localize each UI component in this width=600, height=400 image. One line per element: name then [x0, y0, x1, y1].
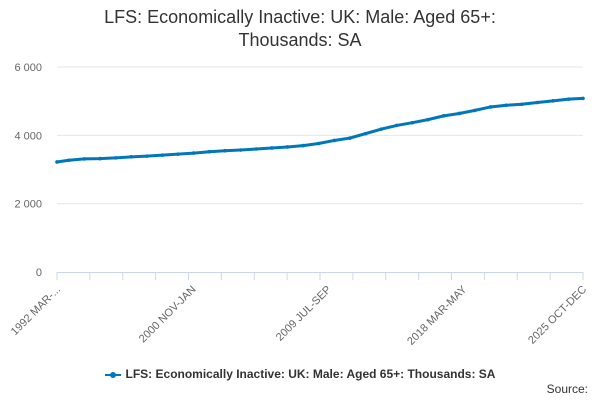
- data-point[interactable]: [410, 120, 415, 125]
- data-point[interactable]: [98, 156, 102, 161]
- chart-title-line-1: LFS: Economically Inactive: UK: Male: Ag…: [104, 7, 496, 27]
- legend[interactable]: LFS: Economically Inactive: UK: Male: Ag…: [0, 367, 600, 381]
- data-point[interactable]: [488, 105, 493, 109]
- data-point[interactable]: [519, 102, 524, 107]
- data-point[interactable]: [223, 148, 227, 153]
- data-point[interactable]: [441, 114, 446, 118]
- series-layer: [55, 96, 585, 164]
- data-point[interactable]: [176, 152, 180, 156]
- data-point[interactable]: [363, 131, 368, 136]
- series-line[interactable]: [55, 96, 585, 164]
- data-point[interactable]: [332, 138, 337, 143]
- data-point[interactable]: [55, 160, 59, 164]
- data-point[interactable]: [473, 108, 477, 113]
- y-tick-label: 2 000: [14, 199, 42, 211]
- data-point[interactable]: [66, 158, 71, 163]
- data-point[interactable]: [348, 136, 352, 140]
- legend-label: LFS: Economically Inactive: UK: Male: Ag…: [125, 367, 496, 381]
- data-point[interactable]: [394, 123, 399, 128]
- x-tick-label: 2018 MAR-MAY: [405, 283, 470, 348]
- x-axis: 1992 MAR-... 2000 NOV-JAN 2009 JUL-SEP 2018…: [9, 272, 589, 348]
- x-tick-label: 2025 OCT-DEC: [526, 284, 589, 347]
- data-point[interactable]: [426, 117, 430, 122]
- chart-title-line-2: Thousands: SA: [238, 30, 362, 50]
- data-point[interactable]: [160, 153, 165, 157]
- data-point[interactable]: [535, 100, 540, 105]
- data-point[interactable]: [566, 97, 571, 101]
- data-point[interactable]: [551, 99, 555, 103]
- y-tick-label: 6 000: [14, 62, 42, 74]
- data-point[interactable]: [379, 127, 383, 131]
- data-point[interactable]: [207, 149, 212, 154]
- chart-title: LFS: Economically Inactive: UK: Male: Ag…: [0, 6, 600, 52]
- legend-swatch: [104, 371, 121, 378]
- data-point[interactable]: [270, 146, 274, 150]
- y-tick-label: 0: [36, 267, 42, 279]
- data-point[interactable]: [581, 96, 585, 101]
- x-tick-label: 2000 NOV-JAN: [137, 284, 199, 346]
- data-point[interactable]: [301, 143, 305, 148]
- data-point[interactable]: [191, 151, 196, 155]
- data-point[interactable]: [129, 155, 134, 159]
- y-tick-label: 4 000: [14, 130, 42, 142]
- data-point[interactable]: [113, 156, 118, 160]
- data-point[interactable]: [238, 148, 243, 152]
- gridlines: [57, 66, 583, 205]
- data-point[interactable]: [316, 141, 321, 146]
- data-point[interactable]: [82, 157, 87, 161]
- data-point[interactable]: [145, 154, 149, 158]
- y-axis: 0 2 000 4 000 6 000: [14, 62, 42, 279]
- data-point[interactable]: [285, 145, 290, 149]
- x-tick-label: 1992 MAR-...: [9, 284, 63, 338]
- data-point[interactable]: [504, 103, 508, 108]
- data-point[interactable]: [457, 111, 462, 116]
- source-label: Source:: [546, 382, 588, 396]
- data-point[interactable]: [254, 147, 258, 151]
- x-tick-label: 2009 JUL-SEP: [274, 284, 334, 344]
